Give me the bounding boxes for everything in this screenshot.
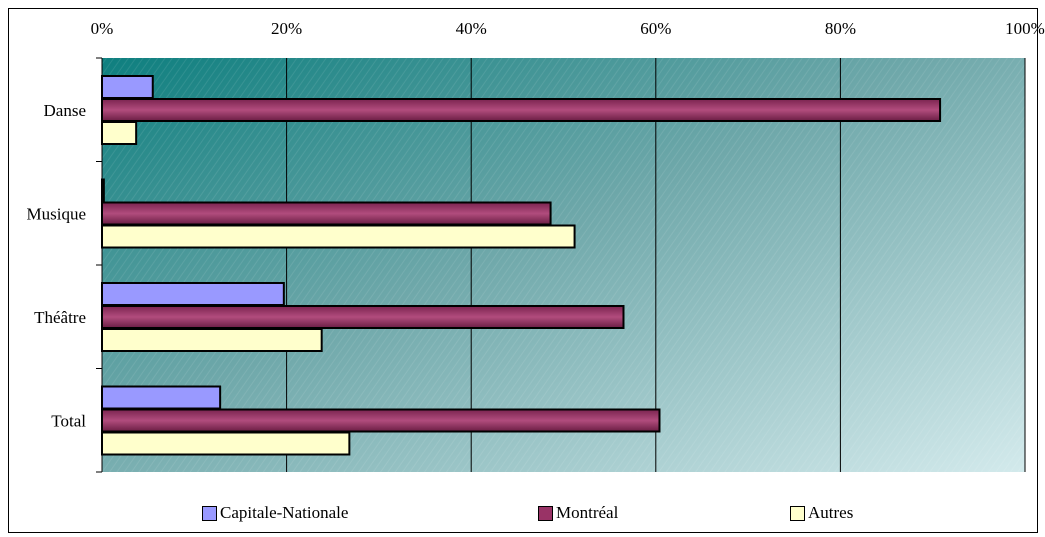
legend-swatch xyxy=(538,505,553,521)
bar xyxy=(101,178,105,203)
category-label: Danse xyxy=(44,101,86,120)
legend-swatch xyxy=(790,505,805,521)
category-label: Musique xyxy=(27,205,87,224)
bar xyxy=(101,282,285,306)
legend-swatch xyxy=(202,505,217,521)
x-tick-label: 100% xyxy=(1005,19,1045,38)
x-tick-label: 40% xyxy=(456,19,487,38)
legend-item: Autres xyxy=(790,503,853,523)
bar xyxy=(101,431,351,456)
category-label: Théâtre xyxy=(34,308,86,327)
bar xyxy=(101,305,625,329)
legend-label: Montréal xyxy=(556,503,619,522)
legend-item: Capitale-Nationale xyxy=(202,503,348,523)
legend-label: Autres xyxy=(808,503,854,522)
plot-texture xyxy=(102,58,1025,472)
x-tick-label: 20% xyxy=(271,19,302,38)
bar xyxy=(101,385,222,410)
x-tick-label: 60% xyxy=(640,19,671,38)
legend-item: Montréal xyxy=(538,503,618,523)
x-tick-label: 80% xyxy=(825,19,856,38)
bar xyxy=(101,408,661,433)
bar xyxy=(101,201,552,226)
legend-label: Capitale-Nationale xyxy=(220,503,349,522)
bar xyxy=(101,328,323,352)
bar xyxy=(101,224,576,249)
bar xyxy=(101,121,138,145)
x-tick-label: 0% xyxy=(91,19,114,38)
bar xyxy=(101,98,942,122)
legend: Capitale-Nationale Montréal Autres xyxy=(0,503,1045,523)
bar xyxy=(101,75,154,99)
category-label: Total xyxy=(51,412,86,431)
